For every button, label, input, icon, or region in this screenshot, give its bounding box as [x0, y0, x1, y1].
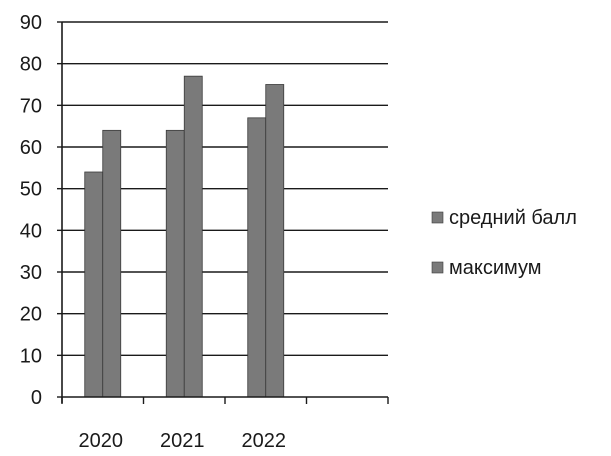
bar-average-2021: [165, 129, 185, 398]
legend-swatch: [431, 211, 444, 224]
axes: [57, 21, 389, 404]
bar-maximum-2022: [265, 84, 285, 398]
y-tick-label: 20: [20, 304, 42, 326]
x-tick-label: 2020: [79, 430, 124, 451]
bar-average-2022: [247, 117, 267, 398]
x-tick-labels: 2020 2021 2022: [79, 430, 287, 452]
x-tick-label: 2021: [160, 430, 205, 451]
y-tick-label: 40: [20, 220, 42, 242]
y-tick-label: 90: [20, 12, 42, 34]
y-tick-label: 0: [31, 387, 42, 409]
legend-label: средний балл: [449, 207, 577, 229]
y-tick-label: 70: [20, 95, 42, 117]
legend-label: максимум: [449, 257, 542, 279]
bar-maximum-2021: [183, 75, 203, 398]
bar-maximum-2020: [102, 129, 122, 398]
legend: средний балл максимум: [431, 207, 577, 279]
x-tick-label: 2022: [242, 430, 287, 451]
y-tick-labels: 0 10 20 30 40 50 60 70 80 90: [20, 12, 42, 409]
y-tick-label: 30: [20, 262, 42, 284]
y-tick-label: 50: [20, 179, 42, 201]
y-tick-label: 60: [20, 137, 42, 159]
legend-swatch: [431, 261, 444, 274]
y-tick-label: 10: [20, 345, 42, 367]
bar-average-2020: [84, 171, 104, 398]
bars: [84, 75, 285, 398]
y-tick-label: 80: [20, 54, 42, 76]
